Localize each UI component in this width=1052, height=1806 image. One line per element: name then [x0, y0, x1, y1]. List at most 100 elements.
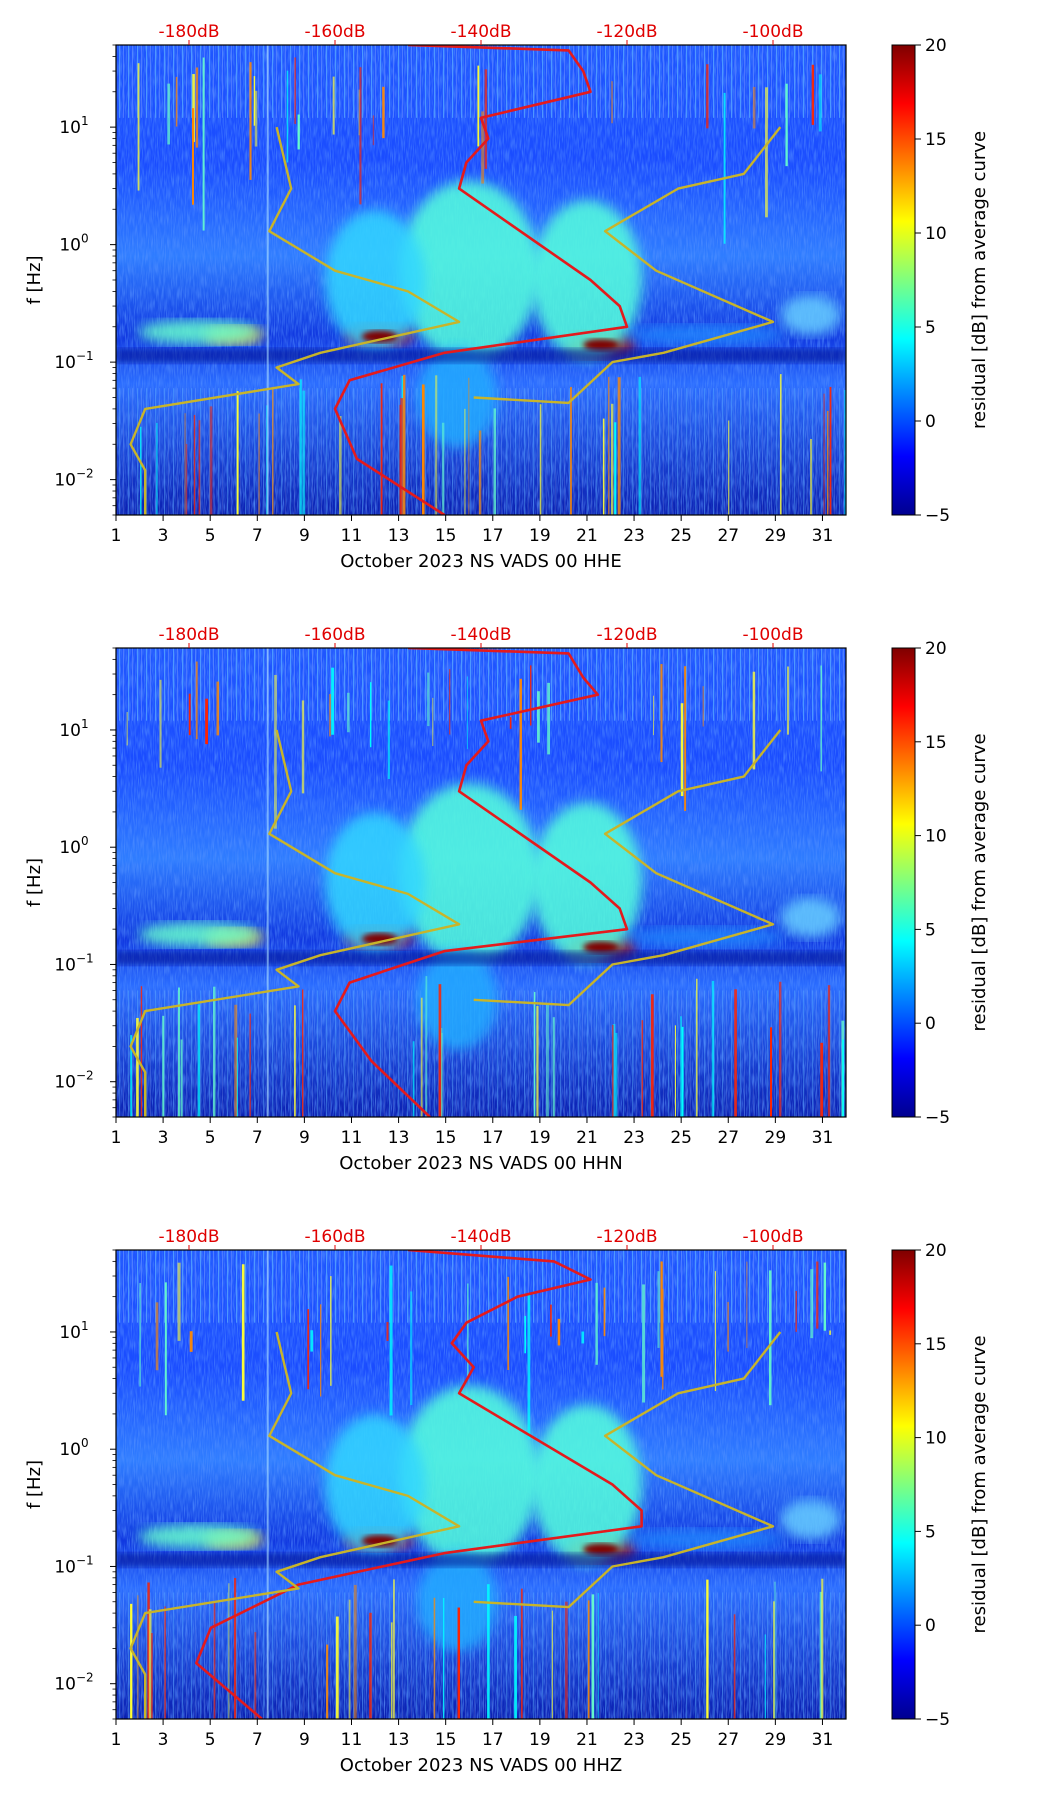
transient-spike: [164, 1282, 167, 1416]
y-tick-label: 100: [59, 834, 88, 858]
top-db-tick-label: -120dB: [596, 1227, 657, 1247]
transient-spike: [770, 1027, 773, 1117]
transient-spike: [507, 1276, 510, 1371]
x-tick-label: 31: [812, 1128, 834, 1148]
energy-patch: [531, 200, 642, 360]
transient-spike: [587, 1600, 590, 1719]
transient-spike: [464, 408, 466, 515]
top-db-tick-label: -180dB: [158, 22, 219, 42]
x-tick-label: 11: [341, 1128, 363, 1148]
energy-patch: [780, 897, 841, 938]
energy-patch: [138, 922, 259, 947]
transient-spike: [602, 418, 605, 515]
transient-spike: [557, 1318, 561, 1346]
transient-spike: [702, 686, 704, 727]
x-tick-label: 27: [717, 1128, 739, 1148]
transient-spike: [449, 669, 451, 735]
transient-spike: [167, 83, 171, 145]
transient-spike: [819, 1591, 822, 1719]
transient-spike: [478, 430, 482, 515]
transient-spike: [216, 681, 220, 736]
transient-spike: [348, 1599, 351, 1719]
transient-spike: [159, 679, 162, 768]
x-tick-label: 19: [529, 1730, 551, 1750]
colorbar-label: residual [dB] from average curve: [969, 1335, 990, 1633]
hot-spot: [361, 1534, 398, 1547]
transient-spike: [546, 1004, 549, 1117]
transient-spike: [773, 1601, 775, 1719]
transient-spike: [274, 674, 277, 829]
x-tick-label: 19: [529, 526, 551, 546]
colorbar-tick-label: 5: [925, 1522, 936, 1542]
energy-patch: [417, 347, 498, 448]
hot-spot: [361, 932, 398, 945]
noise-model-curve-2: [473, 126, 782, 405]
transient-spike: [299, 379, 302, 515]
x-tick-label: 9: [299, 1730, 310, 1750]
y-axis-label: f [Hz]: [24, 1460, 45, 1509]
transient-spike: [466, 1283, 469, 1379]
transient-spike: [302, 989, 304, 1117]
transient-spike: [184, 413, 186, 515]
transient-spike: [438, 984, 442, 1117]
transient-spike: [610, 403, 614, 515]
transient-spike: [816, 1261, 819, 1329]
transient-spike: [359, 67, 362, 205]
x-tick-label: 23: [623, 526, 645, 546]
transient-spike: [197, 1004, 201, 1117]
transient-spike: [286, 70, 289, 163]
x-tick-label: 7: [252, 1730, 263, 1750]
energy-patch: [325, 210, 426, 350]
colorbar-tick-label: −5: [925, 1108, 950, 1128]
noise-model-curve-2: [473, 729, 782, 1007]
transient-spike: [421, 384, 425, 515]
transient-spike: [236, 1037, 238, 1117]
transient-spike: [249, 62, 252, 180]
y-tick-label: 101: [59, 717, 88, 741]
top-db-tick-label: -180dB: [158, 1227, 219, 1247]
transient-spike: [293, 1005, 296, 1117]
transient-spike: [820, 665, 823, 772]
transient-spike: [382, 86, 385, 139]
colorbar-tick-label: −5: [925, 1710, 950, 1730]
transient-spike: [564, 1601, 568, 1719]
transient-spike: [514, 1615, 518, 1719]
colorbar-tick-label: −5: [925, 506, 950, 526]
x-tick-label: 25: [670, 526, 692, 546]
x-axis-label: October 2023 NS VADS 00 HHZ: [340, 1755, 622, 1776]
x-tick-label: 1: [111, 1730, 122, 1750]
transient-spike: [477, 65, 480, 147]
energy-patch: [399, 1385, 540, 1566]
transient-spike: [493, 408, 497, 515]
colorbar: [891, 647, 916, 1118]
transient-spike: [829, 1330, 832, 1335]
transient-spike: [358, 89, 360, 136]
colorbar-tick-label: 0: [925, 1014, 936, 1034]
transient-spike: [332, 76, 335, 135]
day-marker-line: [266, 45, 269, 515]
transient-spike: [412, 1041, 415, 1117]
transient-spike: [130, 1035, 133, 1117]
transient-spike: [823, 1262, 827, 1331]
transient-spike: [642, 1284, 646, 1403]
transient-spike: [136, 1017, 139, 1117]
transient-spike: [680, 1016, 682, 1117]
transient-spike: [537, 691, 540, 743]
transient-spike: [294, 57, 296, 124]
transient-spike: [236, 391, 239, 515]
transient-spike: [768, 1270, 772, 1406]
transient-spike: [140, 986, 143, 1117]
spectrogram-1: [116, 45, 846, 515]
transient-spike: [550, 1304, 552, 1337]
transient-spike: [597, 1593, 599, 1719]
colorbar-tick-label: 5: [925, 920, 936, 940]
x-tick-label: 23: [623, 1730, 645, 1750]
x-tick-label: 15: [435, 1128, 457, 1148]
transient-spike: [810, 1269, 814, 1339]
transient-spike: [552, 1017, 555, 1117]
transient-spike: [386, 1322, 389, 1341]
x-tick-label: 31: [812, 1730, 834, 1750]
transient-spike: [652, 695, 654, 736]
panel-3: 1 3 5 7 9 11 13 15 17 19 21 23 25 27 29 31-180dB -160dB -…: [24, 1227, 990, 1776]
transient-spike: [126, 712, 128, 746]
